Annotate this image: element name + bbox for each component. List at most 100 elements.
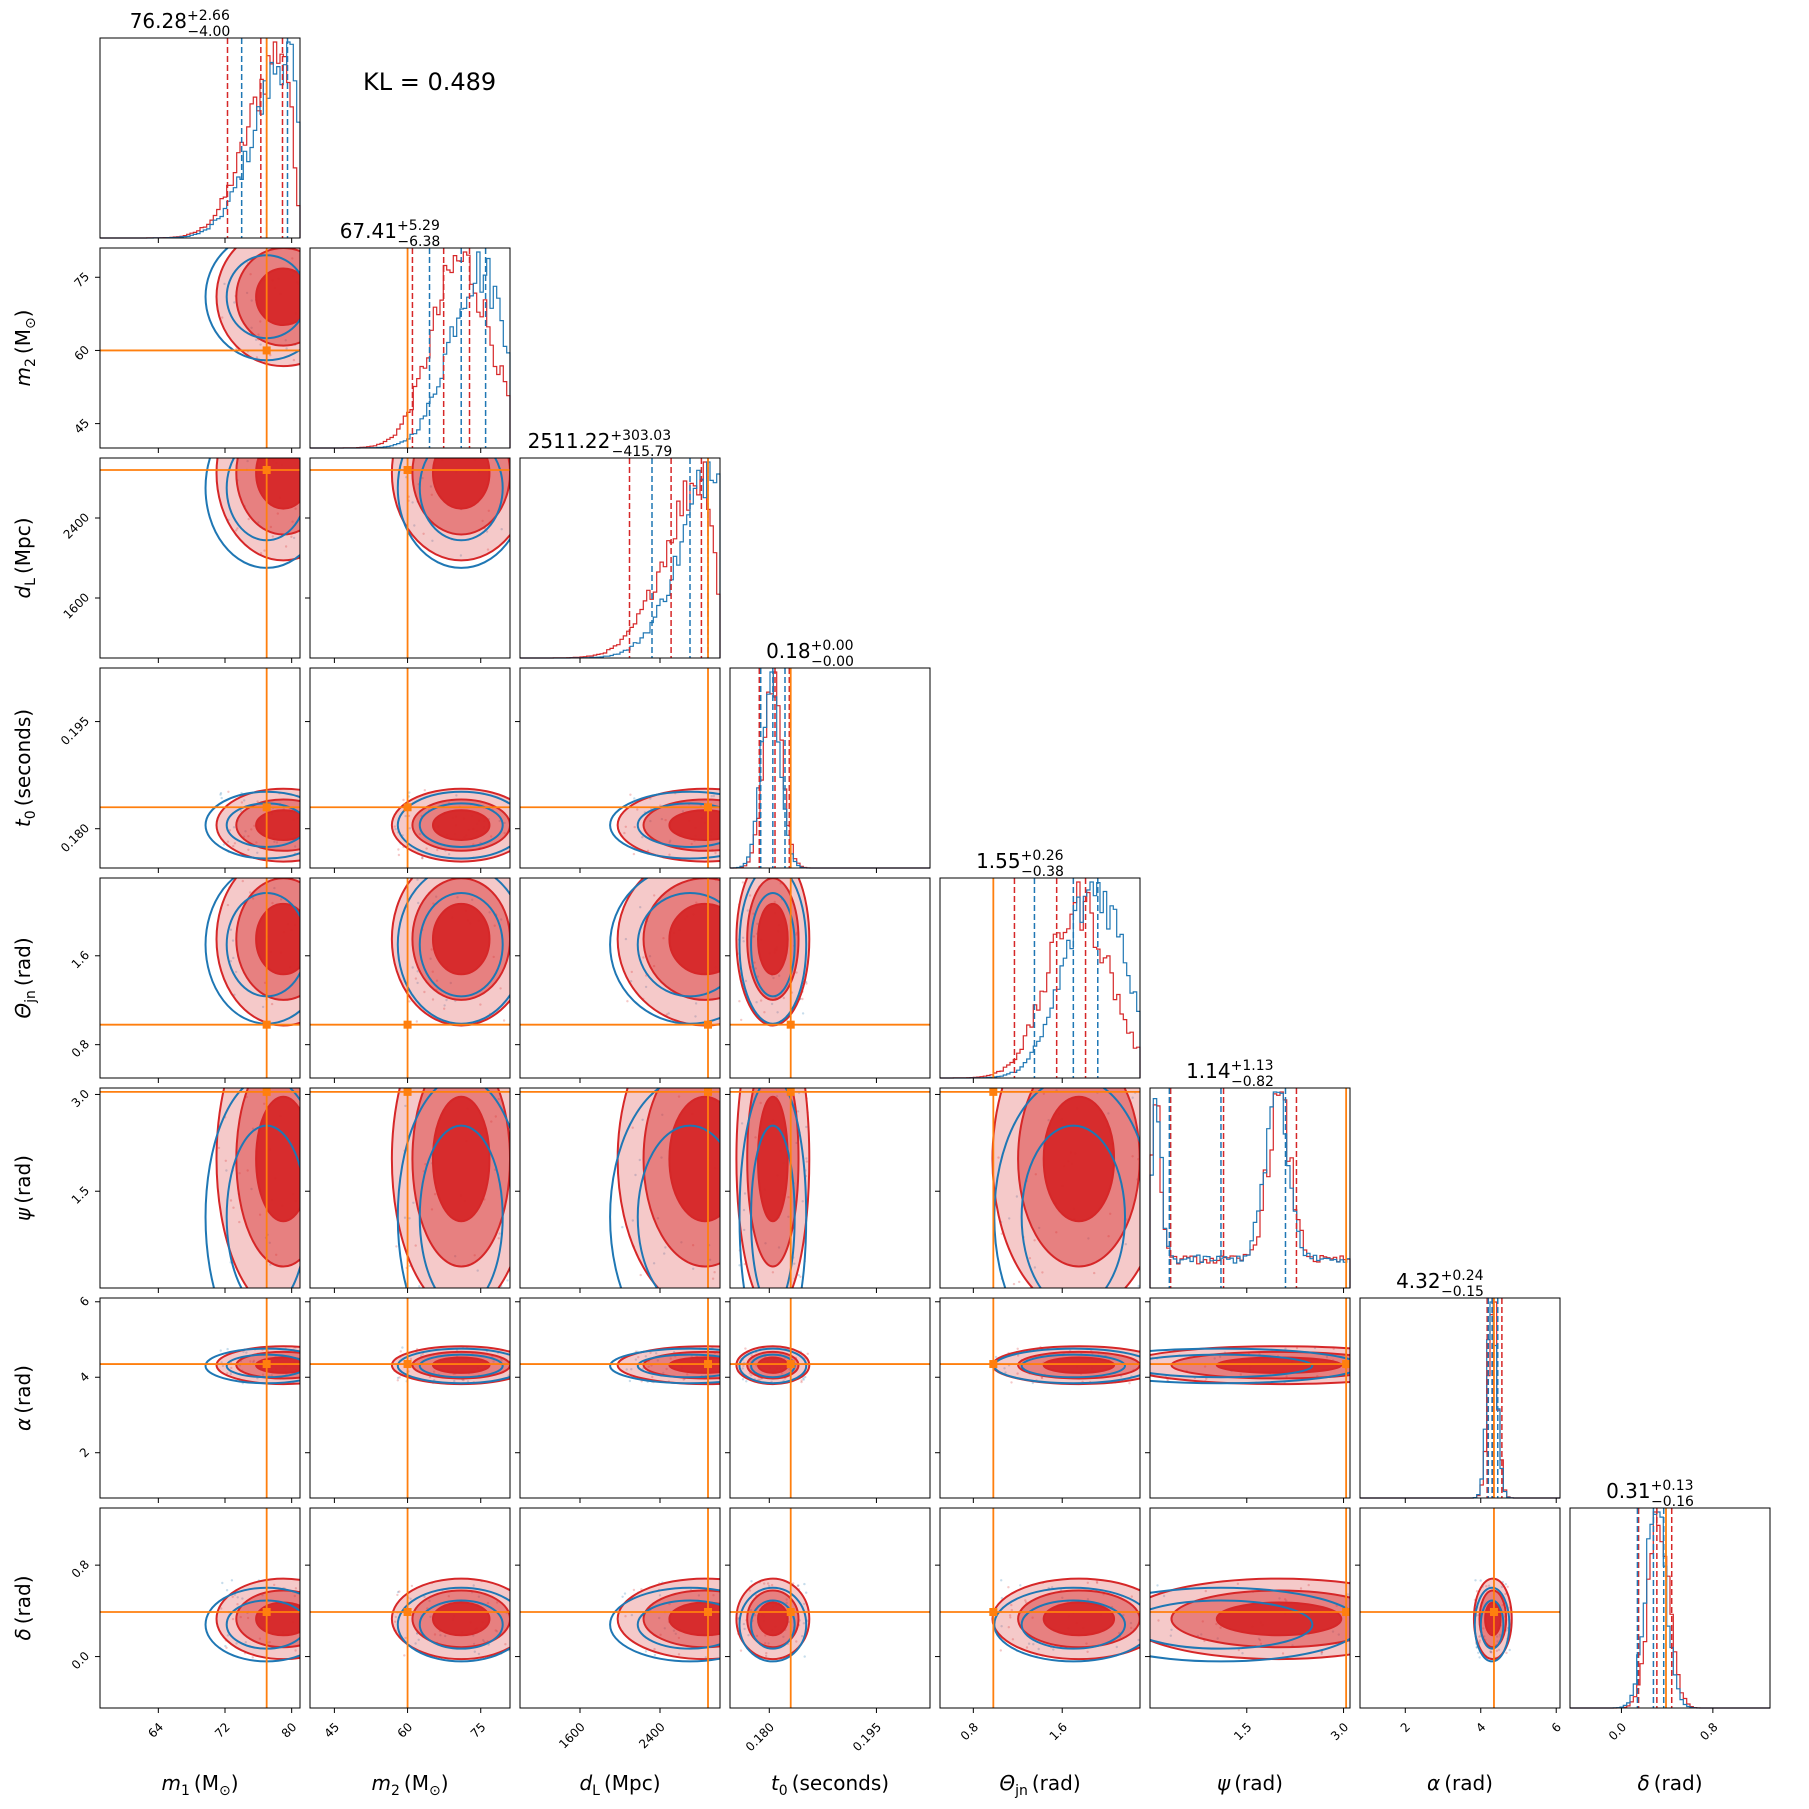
x-tick-label: 2 <box>1398 1720 1413 1735</box>
truth-marker <box>262 1608 271 1616</box>
panel-dL-vs-m1: 1600 2400 <box>61 457 301 663</box>
kl-annotation: KL = 0.489 <box>363 68 496 96</box>
axis-frame <box>939 1507 1141 1709</box>
y-tick-label: 60 <box>71 343 92 364</box>
panel-dL-vs-dL: 2511.22+303.03 −415.79 <box>519 428 721 663</box>
contour-red-2 <box>757 902 789 976</box>
contours <box>1150 1345 1350 1386</box>
contours <box>609 1577 720 1663</box>
x-tick-label: 4 <box>1473 1720 1488 1735</box>
truth-marker <box>403 803 412 812</box>
contour-blue-0 <box>738 1088 808 1288</box>
panel-psi-vs-psi: 1.14+1.13 −0.82 <box>1149 1058 1351 1293</box>
axis-frame <box>309 667 511 869</box>
contour-red-2 <box>255 809 300 841</box>
contours <box>1150 1577 1350 1663</box>
panel-dL-vs-m2 <box>305 457 511 663</box>
y-axis-label-delta: δ(rad) <box>11 1575 35 1640</box>
hist-blue-psi <box>1149 1091 1351 1288</box>
x-tick-label: 1.6 <box>1047 1720 1070 1743</box>
panel-thetajn-vs-m1: 0.8 1.6 <box>69 877 301 1083</box>
x-tick-label: 0.195 <box>850 1720 884 1754</box>
panel-thetajn-vs-t0 <box>725 877 931 1083</box>
axis-frame <box>939 1087 1141 1289</box>
axis-frame <box>729 1297 931 1499</box>
y-axis-label-m2: m2(M⊙) <box>11 309 39 386</box>
contour-blue-0 <box>609 790 720 860</box>
contour-blue-1 <box>418 458 504 542</box>
x-tick-label: 0.180 <box>743 1720 777 1754</box>
contour-red-2 <box>1042 1356 1116 1374</box>
contour-red-2 <box>1215 1601 1343 1637</box>
contour-blue-1 <box>636 1124 720 1288</box>
contours <box>204 787 300 863</box>
y-tick-label: 0.180 <box>58 821 92 855</box>
truth-marker <box>1342 1360 1351 1369</box>
truth-marker <box>403 1020 412 1029</box>
hist-red-delta <box>1570 1511 1770 1709</box>
x-tick-label: 72 <box>212 1720 233 1741</box>
contours <box>390 1577 510 1663</box>
contour-blue-1 <box>418 891 504 998</box>
panel-psi-vs-m2 <box>305 1087 511 1293</box>
panel-thetajn-vs-thetajn: 1.55+0.26 −0.38 <box>939 848 1141 1083</box>
contours <box>204 1345 300 1386</box>
axis-frame <box>1359 1297 1561 1499</box>
y-tick-label: 2 <box>77 1445 92 1460</box>
panel-alpha-vs-dL <box>515 1297 721 1503</box>
contour-blue-1 <box>418 1353 504 1379</box>
contour-blue-0 <box>993 1088 1140 1288</box>
y-tick-label: 2400 <box>61 510 92 541</box>
truth-marker <box>989 1360 998 1369</box>
panel-m2-vs-m2: 67.41+5.29 −6.38 <box>309 218 511 453</box>
y-axis-label-thetajn: Θjn(rad) <box>11 937 39 1018</box>
x-tick-label: 2400 <box>636 1720 667 1751</box>
contours <box>991 1088 1140 1288</box>
panel-alpha-vs-psi <box>1145 1297 1351 1503</box>
contours <box>735 1345 811 1386</box>
x-axis-label-m2: m2 (M⊙) <box>371 1771 448 1799</box>
contour-blue-1 <box>418 802 504 848</box>
contour-blue-1 <box>1479 1599 1505 1650</box>
contour-red-2 <box>431 1601 491 1637</box>
axis-frame <box>99 37 301 239</box>
contour-red-2 <box>255 902 300 976</box>
contours <box>991 1345 1140 1386</box>
contour-blue-0 <box>993 1586 1140 1663</box>
contours <box>735 1088 811 1288</box>
axis-frame <box>99 667 301 869</box>
axis-frame <box>309 457 511 659</box>
x-tick-label: 64 <box>145 1720 166 1741</box>
contour-blue-0 <box>738 878 808 1025</box>
axis-frame <box>309 1087 511 1289</box>
axis-frame <box>729 877 931 1079</box>
contour-blue-0 <box>609 1347 720 1385</box>
axis-frame <box>1149 1507 1351 1709</box>
contour-red-2 <box>1484 1601 1502 1637</box>
contour-blue-0 <box>738 1586 808 1663</box>
y-tick-label: 1.5 <box>69 1183 92 1206</box>
panel-psi-vs-t0 <box>725 1087 931 1293</box>
panel-t0-vs-t0: 0.18+0.00 −0.00 <box>729 638 931 873</box>
contour-red-2 <box>757 1095 789 1223</box>
axis-frame <box>1149 1297 1351 1499</box>
panel-m2-vs-m1: 45 60 75 <box>71 247 301 453</box>
x-tick-label: 3.0 <box>1328 1720 1351 1743</box>
axis-frame <box>99 1507 301 1709</box>
title-dL: 2511.22+303.03 −415.79 <box>528 428 673 460</box>
truth-marker <box>1489 1608 1498 1616</box>
x-axis-label-delta: δ (rad) <box>1637 1771 1702 1795</box>
axis-frame <box>1569 1507 1771 1709</box>
truth-marker <box>1342 1608 1351 1616</box>
contour-blue-1 <box>636 892 720 998</box>
contour-blue-1 <box>1020 1599 1127 1650</box>
panel-psi-vs-thetajn <box>935 1087 1141 1293</box>
contours <box>609 787 720 863</box>
contour-blue-1 <box>750 1599 796 1650</box>
contour-blue-0 <box>396 1586 510 1663</box>
x-axis-label-m1: m1 (M⊙) <box>161 1771 238 1799</box>
y-tick-label: 3.0 <box>69 1087 92 1110</box>
axis-frame <box>309 1297 511 1499</box>
truth-marker <box>262 1087 271 1096</box>
y-tick-label: 75 <box>71 269 92 290</box>
